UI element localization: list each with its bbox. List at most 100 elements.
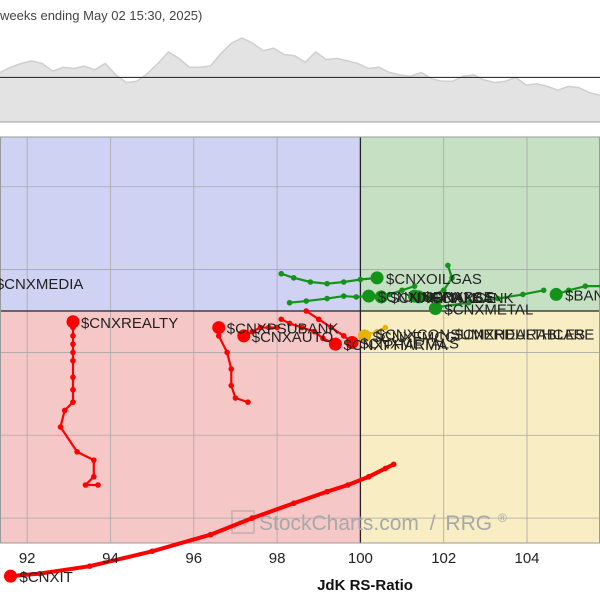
tail-point — [207, 531, 214, 538]
series-tail[interactable] — [358, 324, 389, 343]
tail-point — [61, 407, 68, 414]
tail-point — [82, 482, 89, 488]
tail-point — [36, 570, 43, 577]
tail-line — [59, 320, 100, 487]
series-label: $CNXMEDIA — [0, 276, 83, 293]
series-label: $CNXIT — [19, 569, 72, 586]
series-tail[interactable] — [278, 316, 342, 351]
series-label: $CNXPSE — [424, 289, 494, 306]
series-label: $CNXAUTO — [252, 329, 333, 346]
stockcharts-watermark: StockCharts.com / RRG ® — [231, 510, 507, 535]
series-tail[interactable] — [303, 308, 359, 349]
grid-lines — [0, 137, 600, 543]
series-label: $CNXBANK — [433, 290, 514, 307]
mini-benchmark-chart: weeks ending May 02 15:30, 2025) — [0, 8, 600, 123]
tail-head-marker[interactable] — [362, 289, 376, 303]
series-tail[interactable] — [374, 283, 418, 304]
tail-head-marker[interactable] — [345, 335, 359, 349]
tail-point — [365, 473, 372, 480]
x-tick-label: 96 — [185, 550, 202, 567]
tail-point — [249, 328, 255, 335]
tail-point — [324, 280, 330, 287]
series-label: $CNXINFRA — [378, 289, 463, 306]
tail-point — [215, 333, 222, 339]
quadrant-leading — [360, 137, 600, 311]
series-tail[interactable] — [212, 321, 251, 405]
x-tick-label: 104 — [515, 550, 540, 567]
series-tail[interactable] — [237, 324, 280, 343]
tail-point — [265, 324, 272, 331]
tail-point — [91, 457, 97, 463]
series-tail[interactable] — [428, 287, 547, 316]
tail-point — [91, 473, 97, 480]
mini-chart-area — [0, 38, 600, 122]
tail-point — [245, 399, 251, 405]
tail-point — [286, 320, 293, 327]
tail-point — [70, 399, 76, 405]
tail-head-marker[interactable] — [212, 321, 226, 335]
tail-line — [8, 462, 396, 579]
series-label: $CNXFINANCE — [390, 290, 496, 307]
tail-point — [445, 262, 451, 269]
x-tick-label: 94 — [102, 550, 119, 567]
series-label: $CNXMETALS — [360, 335, 459, 352]
tail-point — [95, 482, 101, 488]
tail-point — [357, 276, 364, 283]
x-tick-label: 100 — [348, 550, 373, 567]
quadrant-weakening — [360, 311, 600, 543]
tail-point — [399, 287, 405, 294]
tail-head-marker[interactable] — [237, 329, 251, 343]
x-axis-ticks: 92 94 96 98 100 102 104 — [19, 550, 540, 567]
tail-point — [449, 275, 455, 281]
tail-head-marker[interactable] — [428, 302, 442, 316]
tail-point — [70, 374, 76, 381]
tail-point — [345, 482, 351, 488]
series-tail[interactable] — [286, 289, 376, 306]
tail-point — [340, 279, 347, 285]
tail-head-marker[interactable] — [328, 337, 342, 351]
tail-point — [303, 298, 310, 304]
tail-point — [57, 424, 64, 430]
tail-head-marker[interactable] — [412, 290, 426, 304]
tail-head-marker[interactable] — [370, 271, 384, 285]
tail-point — [353, 294, 360, 300]
tail-point — [299, 324, 305, 331]
tail-head-marker[interactable] — [549, 287, 563, 301]
x-axis-title: JdK RS-Ratio — [317, 577, 413, 594]
tail-point — [374, 328, 380, 335]
tail-point — [70, 357, 76, 364]
series-tail[interactable] — [3, 461, 397, 583]
tail-head-marker[interactable] — [374, 290, 388, 304]
series-label: $CNXPSUBANK — [227, 321, 339, 338]
tail-point — [224, 349, 230, 356]
series-label: $CNXREALTY — [81, 315, 178, 332]
quadrant-improving — [0, 137, 361, 311]
quadrants — [0, 137, 600, 543]
tail-head-marker[interactable] — [358, 329, 372, 343]
tail-point — [428, 293, 435, 299]
tail-point — [495, 295, 501, 302]
series-tail[interactable] — [278, 270, 384, 287]
x-tick-label: 98 — [269, 550, 286, 567]
tail-point — [440, 287, 447, 294]
tail-point — [70, 333, 76, 339]
tail-head-marker[interactable] — [66, 315, 80, 329]
tail-point — [249, 515, 255, 521]
tail-point — [228, 382, 235, 389]
tail-line — [555, 285, 600, 296]
series-label: $BANK — [565, 287, 600, 304]
tail-point — [340, 333, 347, 339]
tail-point — [386, 291, 393, 298]
tail-point — [86, 563, 93, 569]
series-label: $CNXHEALTHCARE — [455, 326, 595, 343]
tail-point — [74, 449, 80, 455]
series-tail[interactable] — [57, 315, 101, 488]
series-tail[interactable] — [412, 262, 455, 304]
tail-point — [274, 324, 280, 331]
tail-point — [390, 461, 397, 468]
tail-point — [70, 349, 76, 356]
series-tail[interactable] — [549, 283, 600, 301]
tail-head-marker[interactable] — [3, 569, 17, 583]
series-label: $CNXCONSUMERDURABLES — [377, 326, 585, 343]
